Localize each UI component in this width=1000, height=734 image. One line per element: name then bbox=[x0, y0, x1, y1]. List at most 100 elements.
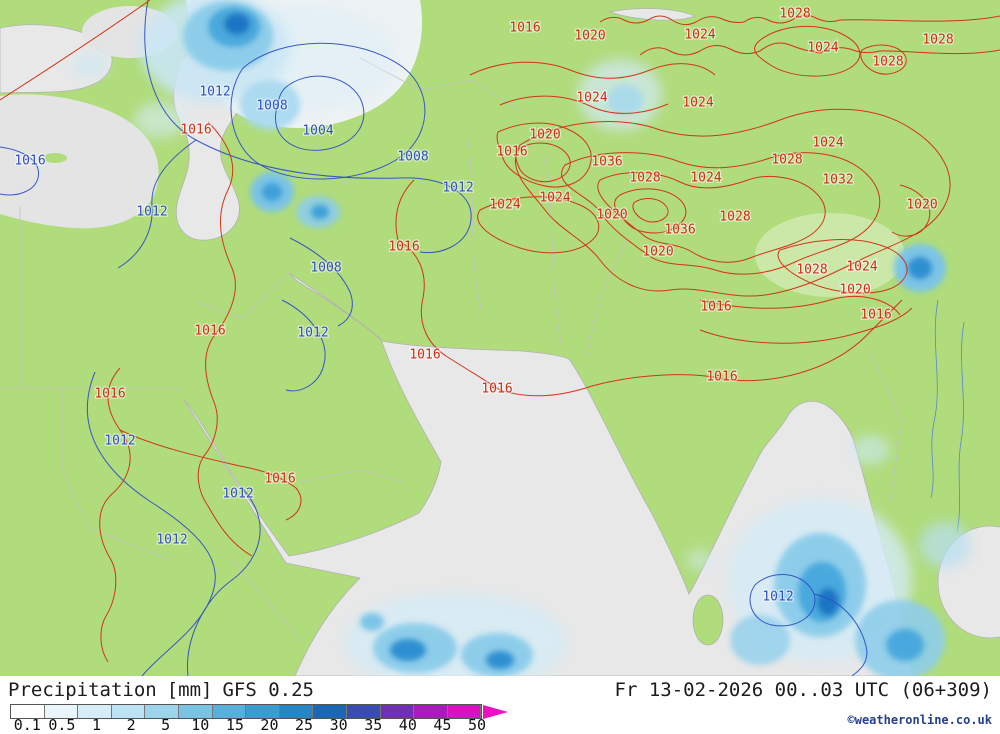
footer-title-row: Precipitation [mm] GFS 0.25 Fr 13-02-2026 … bbox=[0, 676, 1000, 701]
isobar-label: 1012 bbox=[136, 205, 167, 220]
isobar-label: 1008 bbox=[397, 150, 428, 165]
precipitation-overlay bbox=[72, 0, 971, 676]
legend-segment bbox=[11, 705, 45, 718]
isobar-label: 1028 bbox=[719, 210, 750, 225]
legend-segment bbox=[414, 705, 448, 718]
legend-segment bbox=[178, 705, 213, 718]
isobar-label: 1020 bbox=[596, 208, 627, 223]
isobar-labels: 1012 1008 1004 1008 1012 1012 1016 1008 1012 1012… bbox=[13, 5, 955, 606]
legend-segment bbox=[279, 705, 314, 718]
isobar-label: 1016 bbox=[94, 387, 125, 402]
isobar-label: 1012 bbox=[156, 533, 187, 548]
model-name: GFS 0.25 bbox=[222, 679, 314, 701]
isobar-label: 1012 bbox=[222, 487, 253, 502]
isobar-label: 1028 bbox=[922, 33, 953, 48]
isobar-label: 1020 bbox=[906, 198, 937, 213]
legend-value: 30 bbox=[329, 716, 348, 734]
isobar-label: 1016 bbox=[388, 240, 419, 255]
isobar-label: 1016 bbox=[14, 154, 45, 169]
snow-tibet bbox=[755, 213, 905, 297]
isobar-label: 1020 bbox=[839, 283, 870, 298]
legend-segment bbox=[447, 705, 482, 718]
lake-balkhash bbox=[608, 8, 697, 21]
isobar-label: 1016 bbox=[706, 370, 737, 385]
isobar-label: 1028 bbox=[796, 263, 827, 278]
snow-anatolia bbox=[0, 94, 159, 229]
isobar-label: 1024 bbox=[690, 171, 721, 186]
legend-value: 0.5 bbox=[48, 716, 76, 734]
legend-value: 10 bbox=[191, 716, 210, 734]
cyprus bbox=[43, 153, 67, 163]
legend bbox=[10, 704, 509, 719]
isobar-label: 1028 bbox=[629, 171, 660, 186]
legend-value: 40 bbox=[398, 716, 417, 734]
legend-segment bbox=[380, 705, 415, 718]
isobar-label: 1024 bbox=[539, 191, 570, 206]
isobar-label: 1024 bbox=[807, 41, 838, 56]
legend-arrow bbox=[483, 704, 509, 719]
isobar-label: 1020 bbox=[574, 29, 605, 44]
isobar-label: 1016 bbox=[194, 324, 225, 339]
legend-value: 5 bbox=[161, 716, 171, 734]
isobar-label: 1036 bbox=[664, 223, 695, 238]
copyright: ©weatheronline.co.uk bbox=[847, 713, 993, 727]
isobar-label: 1016 bbox=[509, 21, 540, 36]
isobar-contours-blue bbox=[0, 0, 868, 676]
isobar-label: 1012 bbox=[762, 590, 793, 605]
country-borders bbox=[0, 57, 903, 643]
isobar-label: 1016 bbox=[496, 145, 527, 160]
weather-map: 1012 1008 1004 1008 1012 1012 1016 1008 1012 1012… bbox=[0, 0, 1000, 676]
product-name: Precipitation bbox=[8, 679, 157, 701]
legend-segment bbox=[111, 705, 146, 718]
valid-time: Fr 13-02-2026 00..03 UTC (06+309) bbox=[614, 679, 993, 701]
isobar-label: 1016 bbox=[180, 123, 211, 138]
isobar-label: 1032 bbox=[822, 173, 853, 188]
isobar-label: 1024 bbox=[812, 136, 843, 151]
isobar-label: 1020 bbox=[529, 128, 560, 143]
isobar-label: 1036 bbox=[591, 155, 622, 170]
sri-lanka bbox=[692, 594, 724, 646]
isobar-label: 1016 bbox=[264, 472, 295, 487]
isobar-label: 1012 bbox=[104, 434, 135, 449]
legend-value: 0.1 bbox=[13, 716, 41, 734]
isobar-label: 1008 bbox=[256, 99, 287, 114]
legend-value: 1 bbox=[91, 716, 101, 734]
legend-value: 45 bbox=[433, 716, 452, 734]
legend-value: 15 bbox=[225, 716, 244, 734]
isobar-label: 1004 bbox=[302, 124, 333, 139]
legend-labels: 0.1 0.5 1 2 5 10 15 20 25 30 35 40 45 50 bbox=[10, 716, 494, 734]
isobar-label: 1020 bbox=[642, 245, 673, 260]
sumatra bbox=[940, 646, 1000, 676]
isobar-label: 1024 bbox=[684, 28, 715, 43]
legend-bar bbox=[10, 704, 483, 719]
legend-value: 2 bbox=[126, 716, 136, 734]
isobar-label: 1012 bbox=[442, 181, 473, 196]
isobar-label: 1016 bbox=[860, 308, 891, 323]
isobar-label: 1012 bbox=[297, 326, 328, 341]
footer: Precipitation [mm] GFS 0.25 Fr 13-02-2026 … bbox=[0, 676, 1000, 733]
isobar-label: 1016 bbox=[700, 300, 731, 315]
weather-map-svg: 1012 1008 1004 1008 1012 1012 1016 1008 1012 1012… bbox=[0, 0, 1000, 676]
legend-segment bbox=[145, 705, 179, 718]
isobar-label: 1024 bbox=[576, 91, 607, 106]
isobar-label: 1016 bbox=[481, 382, 512, 397]
rivers bbox=[930, 299, 965, 533]
legend-value: 35 bbox=[364, 716, 383, 734]
isobar-label: 1008 bbox=[310, 261, 341, 276]
isobar-label: 1012 bbox=[199, 85, 230, 100]
legend-segment bbox=[313, 705, 347, 718]
isobar-label: 1024 bbox=[846, 260, 877, 275]
product-unit: [mm] bbox=[166, 679, 213, 701]
legend-segment bbox=[212, 705, 247, 718]
isobar-label: 1028 bbox=[779, 7, 810, 22]
isobar-label: 1028 bbox=[872, 55, 903, 70]
legend-value: 20 bbox=[260, 716, 279, 734]
legend-value: 25 bbox=[295, 716, 314, 734]
product-title: Precipitation [mm] GFS 0.25 bbox=[8, 679, 324, 701]
legend-segment bbox=[78, 705, 112, 718]
isobar-label: 1024 bbox=[489, 198, 520, 213]
legend-segment bbox=[246, 705, 280, 718]
isobar-label: 1024 bbox=[682, 96, 713, 111]
legend-value: 50 bbox=[467, 716, 487, 734]
legend-segment bbox=[346, 705, 381, 718]
